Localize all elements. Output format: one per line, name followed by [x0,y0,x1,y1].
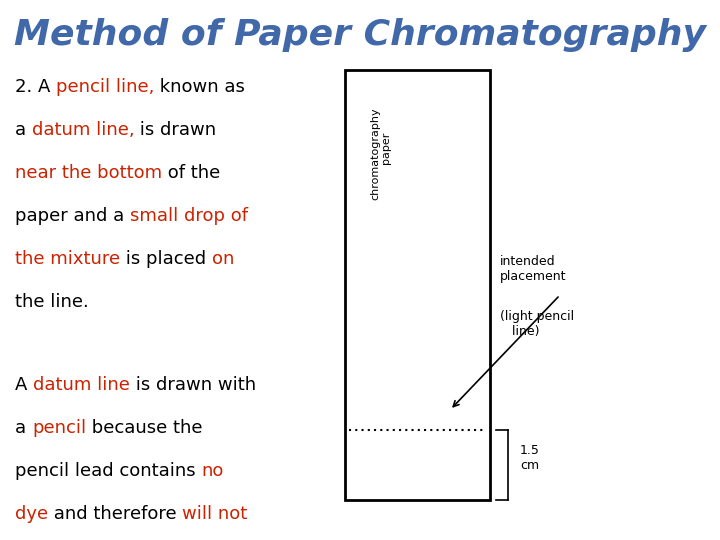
Text: dye: dye [15,505,48,523]
Text: intended
placement: intended placement [500,255,567,283]
Text: is placed: is placed [120,250,212,268]
Text: a: a [15,419,32,437]
Text: the line.: the line. [15,293,89,311]
Text: because the: because the [86,419,202,437]
Text: known as: known as [155,78,246,96]
Text: 1.5
cm: 1.5 cm [520,444,540,472]
Text: pencil lead contains: pencil lead contains [15,462,202,480]
Text: and therefore: and therefore [48,505,182,523]
Text: a: a [15,121,32,139]
Text: datum line,: datum line, [32,121,135,139]
Text: of the: of the [162,164,220,182]
Text: pencil: pencil [32,419,86,437]
Text: datum line: datum line [33,376,130,394]
Bar [345,70,490,500]
Text: pencil line,: pencil line, [56,78,155,96]
Text: the mixture: the mixture [15,250,120,268]
Text: will not: will not [182,505,248,523]
Text: on: on [212,250,235,268]
Text: is drawn: is drawn [135,121,217,139]
Text: Method of Paper Chromatography: Method of Paper Chromatography [14,18,706,52]
Text: 2. A: 2. A [15,78,56,96]
Text: is drawn with: is drawn with [130,376,256,394]
Text: near the bottom: near the bottom [15,164,162,182]
Text: no: no [202,462,224,480]
Text: paper and a: paper and a [15,207,130,225]
Text: A: A [15,376,33,394]
Text: chromatography
          paper: chromatography paper [370,107,392,200]
Text: (light pencil
   line): (light pencil line) [500,310,574,338]
Text: small drop of: small drop of [130,207,248,225]
